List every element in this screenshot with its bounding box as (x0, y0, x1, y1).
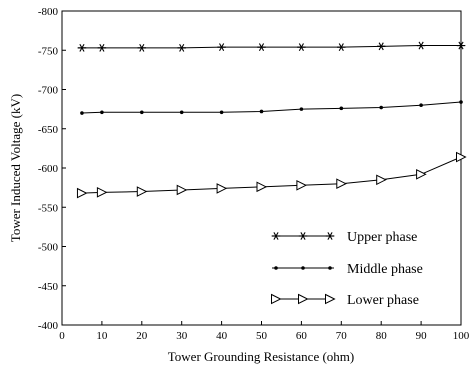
dot-marker (301, 266, 305, 270)
triangle-marker (271, 293, 282, 305)
x-axis-label: Tower Grounding Resistance (ohm) (168, 349, 354, 364)
asterisk-marker (377, 42, 386, 51)
dot-marker (459, 100, 463, 104)
x-tick-label: 40 (216, 330, 228, 342)
x-tick-label: 0 (59, 330, 65, 342)
y-tick-label: -500 (38, 242, 59, 254)
dot-marker (140, 110, 144, 115)
y-axis-label: Tower Induced Voltage (kV) (8, 94, 23, 242)
asterisk-marker (337, 43, 346, 52)
y-tick-label: -700 (38, 85, 59, 97)
series-lower-phase (76, 151, 467, 199)
y-tick-label: -800 (38, 6, 59, 18)
triangle-marker (298, 293, 309, 305)
triangle-marker (136, 186, 148, 197)
x-tick-label: 80 (376, 330, 388, 342)
legend-label: Upper phase (347, 230, 417, 245)
plot-frame (61, 10, 462, 326)
legend-entry-lower-phase: Lower phase (271, 293, 419, 308)
triangle-marker (96, 187, 108, 198)
series-middle-phase (80, 100, 463, 115)
dot-marker (328, 266, 332, 270)
asterisk-marker (271, 232, 281, 240)
triangle-marker (256, 181, 268, 193)
dot-marker (299, 107, 304, 111)
triangle-marker (176, 184, 188, 196)
dot-marker (100, 110, 104, 115)
x-tick-label: 100 (453, 330, 469, 342)
series-upper-phase (77, 41, 466, 52)
legend-label: Lower phase (347, 293, 419, 308)
triangle-marker (336, 178, 347, 190)
legend-label: Middle phase (347, 262, 423, 277)
asterisk-marker (177, 43, 186, 52)
x-tick-label: 60 (296, 330, 308, 342)
triangle-marker (325, 293, 336, 305)
y-tick-label: -650 (38, 124, 59, 136)
y-tick-label: -550 (38, 202, 59, 214)
series-line-middle-phase (81, 101, 462, 114)
x-tick-label: 10 (96, 330, 108, 342)
y-axis-ticks: -800 -750 -700 -650 -600 -550 -500 -450 -400 (38, 6, 66, 332)
series-layer (76, 41, 467, 199)
asterisk-marker (456, 41, 466, 50)
x-tick-label: 30 (176, 330, 188, 342)
asterisk-marker (97, 43, 107, 52)
asterisk-marker (325, 232, 335, 240)
x-axis-ticks: 0 10 20 30 40 50 60 70 80 90 100 (59, 321, 469, 342)
dot-marker (379, 105, 384, 110)
triangle-marker (456, 151, 467, 163)
dot-marker (259, 109, 264, 114)
dot-marker (219, 110, 224, 115)
dot-marker (274, 266, 278, 270)
triangle-marker (296, 179, 308, 191)
asterisk-marker (217, 43, 226, 52)
y-tick-label: -450 (38, 281, 59, 293)
triangle-marker (376, 174, 387, 186)
asterisk-marker (137, 43, 146, 52)
dot-marker (80, 111, 84, 115)
triangle-marker (416, 168, 427, 180)
dot-marker (339, 106, 344, 111)
dot-marker (419, 103, 423, 107)
asterisk-marker (77, 43, 87, 52)
legend: Upper phase Middle phase Lower phase (271, 230, 423, 308)
x-tick-label: 70 (336, 330, 348, 342)
asterisk-marker (416, 41, 426, 50)
dot-marker (179, 110, 184, 115)
x-tick-label: 90 (416, 330, 428, 342)
legend-entry-upper-phase: Upper phase (271, 230, 417, 245)
triangle-marker (216, 183, 228, 194)
triangle-marker (76, 187, 88, 199)
asterisk-marker (297, 43, 306, 52)
y-tick-label: -750 (38, 45, 59, 57)
x-tick-label: 50 (256, 330, 268, 342)
asterisk-marker (257, 43, 266, 52)
y-tick-label: -400 (38, 320, 59, 332)
asterisk-marker (298, 232, 308, 240)
y-tick-label: -600 (38, 163, 59, 175)
x-tick-label: 20 (136, 330, 148, 342)
legend-entry-middle-phase: Middle phase (272, 262, 423, 277)
